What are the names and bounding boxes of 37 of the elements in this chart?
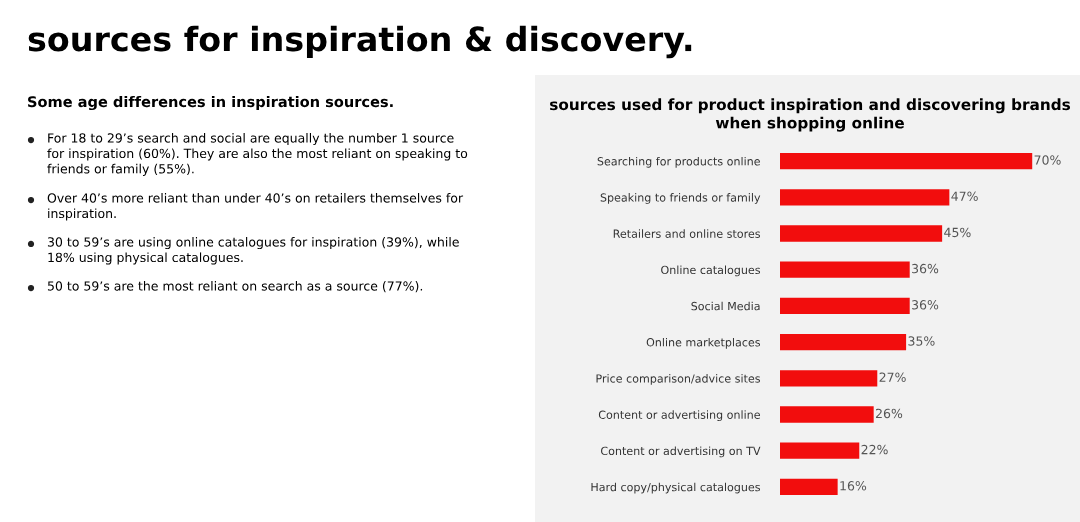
y-tick-label: Social Media	[691, 301, 760, 311]
data-label: 45%	[944, 227, 971, 238]
data-label: 36%	[912, 263, 939, 274]
text: 30 to 59’s are using online catalogues for inspiration (39%), while 18% using physical catalogues.	[47, 237, 459, 265]
y-tick-label: Speaking to friends or family	[600, 193, 761, 204]
data-label: 36%	[912, 300, 939, 310]
text: For 18 to 29’s search and social are equally the number 1 source for inspiration (60%). They are also the most reliant on speaking to friends or family (55%).	[47, 133, 468, 176]
y-tick-label: Searching for products online	[597, 156, 760, 168]
data-label: 27%	[879, 372, 906, 382]
y-tick-label: Price comparison/advice sites	[596, 374, 761, 385]
y-tick-label: Online catalogues	[661, 265, 761, 277]
data-label: 47%	[951, 191, 978, 201]
bar	[780, 333, 907, 351]
text: sources for inspiration & discovery.	[28, 25, 692, 59]
y-tick-label: Retailers and online stores	[613, 229, 761, 238]
y-tick-label: Hard copy/physical catalogues	[591, 482, 761, 494]
bar	[780, 189, 950, 206]
text: Over 40’s more reliant than under 40’s on retailers themselves for inspiration.	[47, 193, 464, 221]
data-label: 35%	[908, 336, 935, 346]
bar	[780, 297, 910, 315]
bar	[780, 442, 860, 459]
text: Some age differences in inspiration sources.	[28, 95, 393, 111]
bar	[780, 261, 910, 278]
bar	[780, 406, 874, 423]
text: 50 to 59’s are the most reliant on search as a source (77%).	[47, 281, 423, 293]
data-label: 26%	[875, 408, 903, 419]
bar	[780, 370, 878, 387]
y-tick-label: Content or advertising on TV	[601, 446, 761, 458]
y-tick-label: Online marketplaces	[646, 337, 761, 349]
chart-subtitle: sources used for product inspiration and discovering brands when shopping online	[550, 98, 1071, 132]
y-tick-label: Content or advertising online	[598, 410, 760, 422]
bar	[780, 225, 943, 242]
data-label: 16%	[840, 481, 867, 491]
bar	[780, 478, 838, 496]
data-label: 70%	[1034, 155, 1061, 165]
bar	[780, 152, 1033, 170]
data-label: 22%	[861, 444, 888, 455]
